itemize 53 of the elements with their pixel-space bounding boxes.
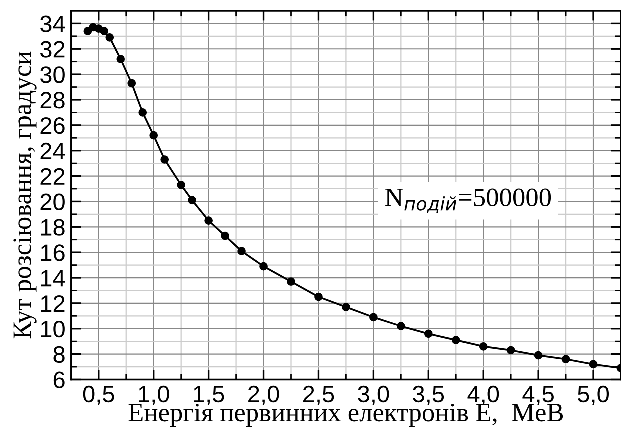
y-tick-label: 22 (40, 168, 65, 185)
point (221, 232, 230, 240)
y-tick-label: 14 (41, 270, 66, 287)
y-tick-label: 28 (40, 92, 65, 109)
point (506, 346, 516, 355)
x-tick-label: 0,5 (83, 386, 114, 406)
y-tick-label: 26 (40, 117, 65, 134)
point (106, 34, 114, 42)
point (177, 181, 186, 190)
y-tick-label: 18 (41, 219, 65, 236)
point (150, 131, 158, 140)
x-tick-label: 2,5 (304, 386, 334, 406)
point (370, 313, 378, 322)
y-tick-label: 16 (41, 244, 65, 262)
x-tick-label: 4,5 (522, 386, 554, 406)
x-tick-label: 1,0 (139, 386, 170, 406)
y-tick-label: 24 (40, 142, 66, 160)
x-tick-label: 1,5 (194, 386, 224, 406)
point (160, 156, 170, 164)
x-tick-label: 3,5 (413, 386, 444, 406)
point (342, 303, 350, 312)
y-axis-title: Кут розсіювання, градуси (14, 52, 37, 339)
point (260, 262, 268, 271)
point (238, 247, 246, 256)
x-tick-label: 2,0 (248, 386, 280, 406)
point (424, 330, 433, 338)
point (479, 342, 488, 351)
point (116, 55, 126, 64)
x-tick-label: 4,0 (468, 386, 500, 406)
annotation: N$_{подій}$=500000 (385, 188, 552, 214)
y-tick-label: 10 (41, 320, 65, 338)
point (589, 360, 598, 369)
y-tick-label: 20 (40, 194, 65, 210)
point (562, 355, 570, 364)
y-tick-label: 34 (40, 16, 66, 32)
point (204, 216, 213, 225)
y-tick-label: 6 (54, 372, 65, 389)
point (188, 196, 196, 205)
y-tick-label: 8 (54, 346, 65, 364)
point (397, 322, 406, 330)
point (534, 351, 543, 360)
point (452, 336, 460, 344)
point (138, 108, 148, 117)
point (100, 27, 109, 36)
point (84, 27, 92, 36)
y-tick-label: 32 (40, 41, 65, 58)
point (287, 278, 296, 286)
y-tick-label: 12 (41, 296, 65, 312)
y-tick-label: 30 (40, 66, 65, 84)
x-tick-label: 5,0 (578, 386, 610, 406)
point (128, 79, 136, 88)
x-tick-label: 3,0 (358, 386, 390, 406)
point (314, 292, 323, 302)
